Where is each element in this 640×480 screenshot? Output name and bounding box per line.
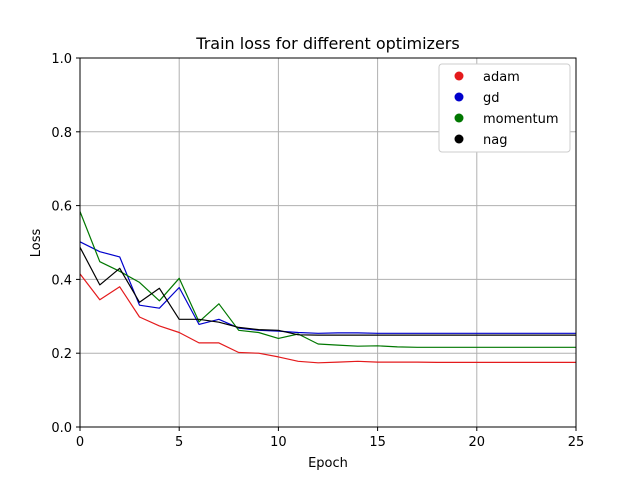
y-axis-label: Loss xyxy=(29,229,44,258)
x-tick-label: 5 xyxy=(175,435,183,450)
y-tick-label: 0.0 xyxy=(51,421,72,436)
legend: adam gd momentum nag xyxy=(438,63,571,153)
legend-box xyxy=(438,63,571,153)
legend-label-momentum: momentum xyxy=(483,112,559,127)
series-lines xyxy=(79,211,576,364)
series-line-nag xyxy=(79,247,576,336)
y-tick-label: 0.2 xyxy=(51,347,72,362)
series-line-adam xyxy=(79,273,576,364)
legend-label-gd: gd xyxy=(483,91,500,106)
chart-title: Train loss for different optimizers xyxy=(195,34,459,53)
legend-label-adam: adam xyxy=(483,70,520,85)
y-tick-label: 0.6 xyxy=(51,200,72,215)
axis-ticks: 0 5 10 15 20 25 0.0 0.2 0.4 0.6 0.8 1.0 xyxy=(51,52,584,450)
x-tick-label: 0 xyxy=(76,435,84,450)
legend-marker-nag xyxy=(454,134,464,144)
y-tick-label: 0.8 xyxy=(51,126,72,141)
x-tick-label: 25 xyxy=(568,435,585,450)
legend-label-nag: nag xyxy=(483,133,507,148)
y-tick-label: 1.0 xyxy=(51,52,72,67)
x-tick-label: 10 xyxy=(270,435,287,450)
x-axis-label: Epoch xyxy=(308,456,348,471)
legend-marker-adam xyxy=(454,71,464,81)
y-tick-label: 0.4 xyxy=(51,273,72,288)
series-line-momentum xyxy=(79,211,576,348)
legend-marker-gd xyxy=(454,92,464,102)
x-tick-label: 20 xyxy=(469,435,486,450)
series-line-gd xyxy=(79,241,576,334)
plot-frame xyxy=(79,57,577,428)
x-tick-label: 15 xyxy=(369,435,386,450)
legend-marker-momentum xyxy=(454,113,464,123)
